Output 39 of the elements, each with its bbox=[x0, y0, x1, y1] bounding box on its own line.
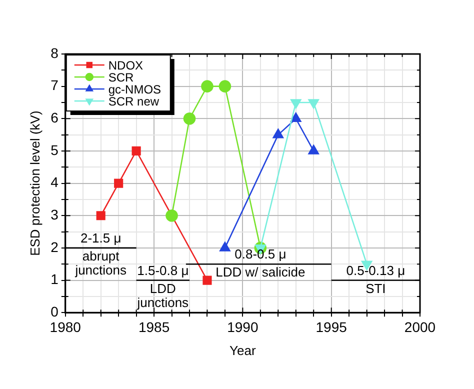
annotation: 0.8-0.5 μ bbox=[234, 246, 286, 262]
annotation: 1.5-0.8 μ bbox=[137, 262, 189, 278]
legend-label: NDOX bbox=[108, 58, 144, 72]
point bbox=[201, 80, 214, 92]
annotation: 2-1.5 μ bbox=[80, 230, 122, 246]
y-tick-label: 4 bbox=[50, 174, 59, 190]
y-tick-label: 2 bbox=[50, 238, 59, 255]
point bbox=[114, 178, 124, 188]
y-tick-label: 3 bbox=[50, 206, 59, 222]
x-tick-label: 1990 bbox=[227, 318, 258, 335]
point bbox=[96, 211, 106, 220]
x-tick-label: 1985 bbox=[138, 318, 170, 335]
x-tick-label: 2000 bbox=[404, 318, 436, 335]
y-tick-label: 8 bbox=[50, 44, 59, 61]
y-tick-label: 5 bbox=[50, 142, 59, 158]
point bbox=[218, 80, 232, 92]
annotation: LDD w/ salicide bbox=[216, 264, 306, 280]
y-tick-label: 1 bbox=[50, 271, 59, 288]
annotation: 0.5-0.13 μ bbox=[346, 262, 406, 278]
annotation: LDD junctions bbox=[136, 280, 190, 310]
point bbox=[132, 146, 141, 156]
y-tick-label: 6 bbox=[50, 110, 59, 126]
point bbox=[183, 112, 196, 125]
y-axis-title: ESD protection level (kV) bbox=[27, 110, 42, 256]
legend-label: SCR bbox=[108, 70, 134, 84]
x-axis-title: Year bbox=[230, 342, 256, 358]
point bbox=[202, 276, 212, 285]
point bbox=[220, 242, 230, 252]
annotation: STI bbox=[366, 280, 386, 296]
legend-label: gc-NMOS bbox=[108, 82, 162, 96]
point bbox=[290, 112, 302, 122]
x-tick-label: 1980 bbox=[50, 318, 82, 335]
point bbox=[308, 144, 320, 154]
y-tick-label: 0 bbox=[50, 303, 59, 320]
point bbox=[272, 128, 284, 138]
point bbox=[166, 209, 178, 222]
annotation: abrupt junctions bbox=[74, 248, 127, 278]
y-tick-label: 7 bbox=[50, 77, 59, 94]
x-tick-label: 1995 bbox=[316, 318, 348, 335]
